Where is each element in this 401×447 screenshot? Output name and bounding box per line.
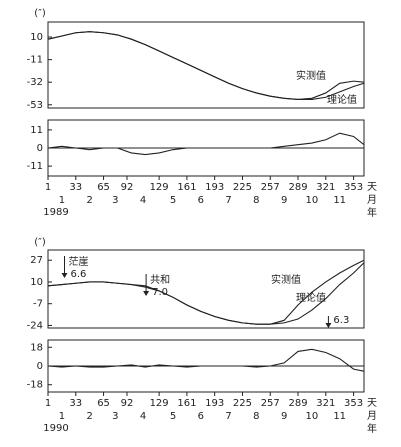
month-label: 9 [281,411,287,422]
y-tick-label: -53 [27,100,43,111]
series-label: 实测值 [271,273,301,286]
event-label: 共和 [150,274,170,286]
x-tick-label: 65 [97,182,110,193]
month-label: 3 [112,195,118,206]
arrow-head [61,273,68,278]
y-unit: (″) [34,237,46,248]
month-label: 2 [86,411,92,422]
x-tick-label: 257 [261,398,280,409]
data-line [47,31,365,100]
x-tick-label: 193 [205,182,224,193]
residual-line [47,348,365,372]
event-magnitude: 6.3 [333,315,349,326]
y-tick-label: 18 [30,342,43,353]
x-tick-label: 92 [121,398,134,409]
x-tick-label: 289 [288,182,307,193]
month-label: 7 [225,195,231,206]
y-tick-label: 10 [30,277,43,288]
x-tick-label: 353 [344,182,363,193]
x-tick-label: 161 [177,182,196,193]
x-tick-label: 289 [288,398,307,409]
x-tick-label: 161 [177,398,196,409]
arrow-head [325,323,332,328]
x-tick-label: 257 [261,182,280,193]
month-label: 6 [198,195,204,206]
x-unit: 天 [367,398,377,409]
y-tick-label: -18 [27,380,43,391]
series-label: 实测值 [296,69,326,82]
y-tick-label: 10 [30,32,43,43]
data-line [47,31,365,100]
y-tick-label: -32 [27,77,43,88]
x-tick-label: 92 [121,182,134,193]
year-unit: 年 [367,206,377,219]
x-tick-label: 353 [344,398,363,409]
y-tick-label: 11 [30,125,43,136]
x-tick-label: 65 [97,398,110,409]
y-unit: (″) [34,8,46,19]
data-line [47,262,365,325]
month-label: 8 [253,195,259,206]
y-tick-label: 0 [37,361,43,372]
x-tick-label: 1 [45,182,51,193]
year-unit: 年 [367,422,377,435]
month-label: 10 [306,411,319,422]
x-tick-label: 193 [205,398,224,409]
year-label: 1989 [43,207,68,218]
month-label: 4 [140,411,146,422]
y-tick-label: -7 [33,299,43,310]
y-tick-label: -11 [27,161,43,172]
x-tick-label: 1 [45,398,51,409]
month-label: 11 [333,411,346,422]
plot-frame [47,249,365,329]
x-tick-label: 321 [316,182,335,193]
month-label: 8 [253,411,259,422]
x-unit: 天 [367,182,377,193]
y-tick-label: 0 [37,143,43,154]
month-label: 2 [86,195,92,206]
month-unit: 月 [367,194,377,206]
y-tick-label: -11 [27,55,43,66]
month-label: 11 [333,195,346,206]
series-label: 理论值 [296,291,326,304]
year-label: 1990 [43,423,68,434]
month-label: 9 [281,195,287,206]
month-label: 3 [112,411,118,422]
x-tick-label: 33 [69,182,82,193]
month-label: 5 [170,411,176,422]
y-tick-label: 27 [30,255,43,266]
x-tick-label: 129 [150,182,169,193]
month-label: 6 [198,411,204,422]
event-label: 茫崖 [68,255,88,268]
x-tick-label: 129 [150,398,169,409]
event-magnitude: 6.6 [70,269,86,280]
month-label: 1 [59,411,65,422]
arrow-head [143,291,150,296]
x-tick-label: 33 [69,398,82,409]
plot-frame [47,21,365,109]
month-label: 7 [225,411,231,422]
month-unit: 月 [367,410,377,422]
month-label: 4 [140,195,146,206]
x-tick-label: 225 [233,182,252,193]
x-tick-label: 321 [316,398,335,409]
y-tick-label: -24 [27,320,43,331]
x-tick-label: 225 [233,398,252,409]
month-label: 1 [59,195,65,206]
series-label: 理论值 [327,93,357,106]
residual-line [47,132,365,156]
event-magnitude: 7.0 [152,287,168,298]
month-label: 5 [170,195,176,206]
month-label: 10 [306,195,319,206]
